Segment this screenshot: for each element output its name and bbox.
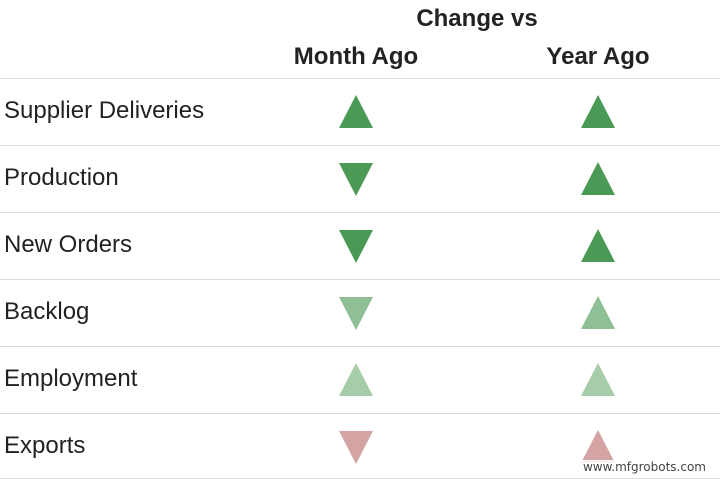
down-arrow-icon (339, 431, 373, 464)
down-arrow-icon (339, 230, 373, 263)
year-ago-indicator (581, 95, 615, 128)
down-arrow-icon (339, 297, 373, 330)
table-row: Employment (0, 346, 720, 414)
month-ago-indicator (339, 163, 373, 196)
month-ago-indicator (339, 230, 373, 263)
table-row: Backlog (0, 279, 720, 347)
year-ago-indicator (581, 296, 615, 329)
table-bottom-divider (0, 478, 720, 479)
table-header-group: Change vs (0, 4, 720, 34)
year-ago-indicator (581, 162, 615, 195)
table-title: Change vs (416, 5, 538, 32)
table-row: New Orders (0, 212, 720, 280)
year-ago-indicator (581, 363, 615, 396)
table-row: Production (0, 145, 720, 213)
year-ago-indicator (581, 229, 615, 262)
up-arrow-icon (581, 296, 615, 329)
down-arrow-icon (339, 163, 373, 196)
up-arrow-icon (581, 229, 615, 262)
row-label: Production (4, 164, 119, 191)
row-label: Backlog (4, 298, 90, 325)
up-arrow-icon (581, 363, 615, 396)
row-label: Supplier Deliveries (4, 97, 205, 124)
up-arrow-icon (581, 95, 615, 128)
month-ago-indicator (339, 95, 373, 128)
year-ago-indicator (581, 430, 615, 463)
month-ago-indicator (339, 431, 373, 464)
row-label: Exports (4, 432, 86, 459)
column-header-month-ago: Month Ago (293, 43, 419, 70)
watermark-text: www.mfgrobots.com (580, 460, 708, 474)
table-row: Supplier Deliveries (0, 78, 720, 146)
up-arrow-icon (581, 430, 615, 463)
row-label: New Orders (4, 231, 133, 258)
up-arrow-icon (339, 95, 373, 128)
month-ago-indicator (339, 363, 373, 396)
table-row: Exports (0, 413, 720, 481)
up-arrow-icon (339, 363, 373, 396)
column-header-year-ago: Year Ago (546, 43, 650, 70)
up-arrow-icon (581, 162, 615, 195)
month-ago-indicator (339, 297, 373, 330)
row-label: Employment (4, 365, 138, 392)
